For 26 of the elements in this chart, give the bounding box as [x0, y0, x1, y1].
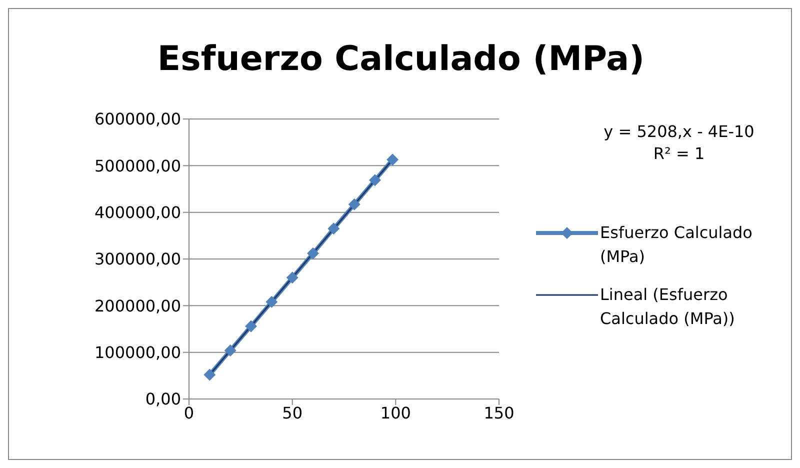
y-tick-label: 200000,00	[94, 296, 181, 316]
y-tick-label: 100000,00	[94, 343, 181, 362]
point	[224, 344, 236, 356]
x-tick-label: 100	[380, 403, 411, 422]
point	[204, 368, 216, 381]
y-tick-label: 600000,00	[94, 110, 181, 129]
point	[286, 272, 298, 284]
point	[348, 198, 360, 210]
point	[369, 174, 381, 186]
text: y = 5208,x - 4E-10	[602, 121, 756, 143]
chart-title: Esfuerzo Calculado (MPa)	[156, 39, 646, 79]
text: R² = 1	[652, 143, 706, 165]
legend-label: Esfuerzo Calculado (MPa)	[600, 222, 754, 268]
y-tick-label: 0,00	[145, 390, 181, 409]
point	[266, 296, 278, 308]
x-tick-label: 150	[484, 403, 514, 422]
x-tick-label: 50	[282, 403, 303, 422]
y-tick-label: 300000,00	[94, 250, 181, 269]
y-tick-label: 400000,00	[94, 203, 181, 222]
point	[386, 154, 399, 166]
y-tick-label: 500000,00	[94, 156, 181, 176]
point	[307, 247, 319, 260]
point	[328, 222, 340, 235]
point	[245, 320, 257, 332]
legend-label: Lineal (Esfuerzo Calculado (MPa))	[600, 284, 736, 330]
x-tick-label: 0	[184, 403, 194, 422]
